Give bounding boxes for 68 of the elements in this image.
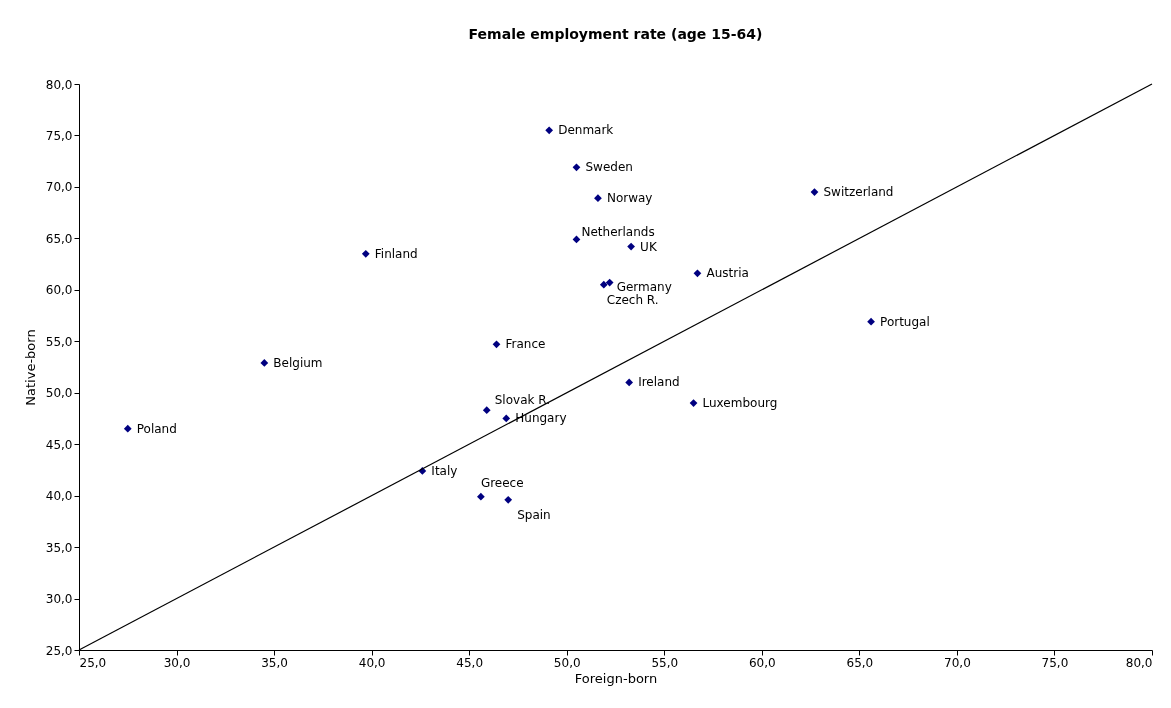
annotation: Poland	[136, 421, 177, 436]
y-tick-label: 35,0	[45, 540, 73, 555]
y-tick-label: 40,0	[45, 489, 73, 504]
annotation: Finland	[374, 246, 418, 261]
point	[123, 424, 132, 433]
point	[477, 492, 485, 501]
point	[482, 406, 491, 415]
annotation: Ireland	[638, 375, 680, 390]
y-tick-label: 45,0	[45, 437, 73, 452]
point	[693, 269, 702, 278]
annotation: Hungary	[515, 411, 567, 426]
point	[260, 359, 269, 367]
x-tick-label: 55,0	[651, 655, 679, 670]
annotation: Spain	[517, 507, 551, 522]
x-tick-label: 40,0	[358, 655, 386, 670]
point	[810, 188, 819, 196]
point	[502, 414, 511, 423]
y-tick-label: 55,0	[45, 334, 73, 349]
x-tick-label: 30,0	[163, 655, 191, 670]
y-tick-label: 60,0	[45, 283, 73, 298]
point	[689, 399, 698, 407]
x-tick-label: 70,0	[944, 655, 971, 670]
x-tick-label: 60,0	[748, 655, 776, 670]
annotation: France	[505, 337, 546, 352]
y-tick-label: 70,0	[45, 180, 73, 195]
annotation: Portugal	[880, 314, 930, 329]
y-tick-label: 80,0	[45, 77, 73, 92]
point	[867, 317, 875, 326]
point	[361, 249, 370, 258]
annotation: Luxembourg	[702, 396, 778, 411]
point	[572, 163, 581, 172]
y-axis-title: Native-born	[22, 329, 38, 406]
y-tick-label: 50,0	[45, 386, 73, 401]
annotation: Sweden	[585, 160, 633, 175]
point	[594, 194, 602, 203]
annotation: Greece	[480, 475, 524, 490]
annotation: Belgium	[273, 355, 323, 370]
point	[492, 340, 501, 349]
x-tick-label: 75,0	[1041, 655, 1069, 670]
annotation: Italy	[431, 463, 458, 478]
annotation: Czech R.	[606, 292, 659, 307]
chart-title: Female employment rate (age 15-64)	[468, 26, 763, 42]
y-tick-label: 25,0	[45, 643, 73, 658]
annotation: Switzerland	[823, 185, 894, 200]
annotation: Slovak R.	[494, 393, 550, 408]
x-tick-label: 35,0	[261, 655, 288, 670]
x-tick-label: 50,0	[553, 655, 581, 670]
x-axis-title: Foreign-born	[574, 670, 658, 686]
y-tick-label: 65,0	[45, 231, 73, 246]
annotation: UK	[640, 239, 658, 254]
point	[627, 242, 635, 251]
point	[545, 126, 554, 135]
annotation: Denmark	[558, 123, 614, 138]
point	[504, 495, 513, 504]
point	[625, 378, 634, 387]
annotation: Germany	[616, 279, 672, 294]
x-tick-label: 45,0	[456, 655, 484, 670]
annotation: Austria	[706, 266, 749, 281]
annotation: Norway	[606, 191, 653, 206]
x-tick-label: 25,0	[79, 655, 107, 670]
y-tick-label: 75,0	[45, 128, 73, 143]
x-tick-label: 80,0	[1125, 655, 1153, 670]
point	[599, 280, 608, 289]
point	[572, 235, 581, 244]
point	[605, 278, 614, 287]
x-tick-label: 65,0	[846, 655, 874, 670]
annotation: Netherlands	[581, 225, 655, 240]
y-tick-label: 30,0	[45, 592, 73, 607]
